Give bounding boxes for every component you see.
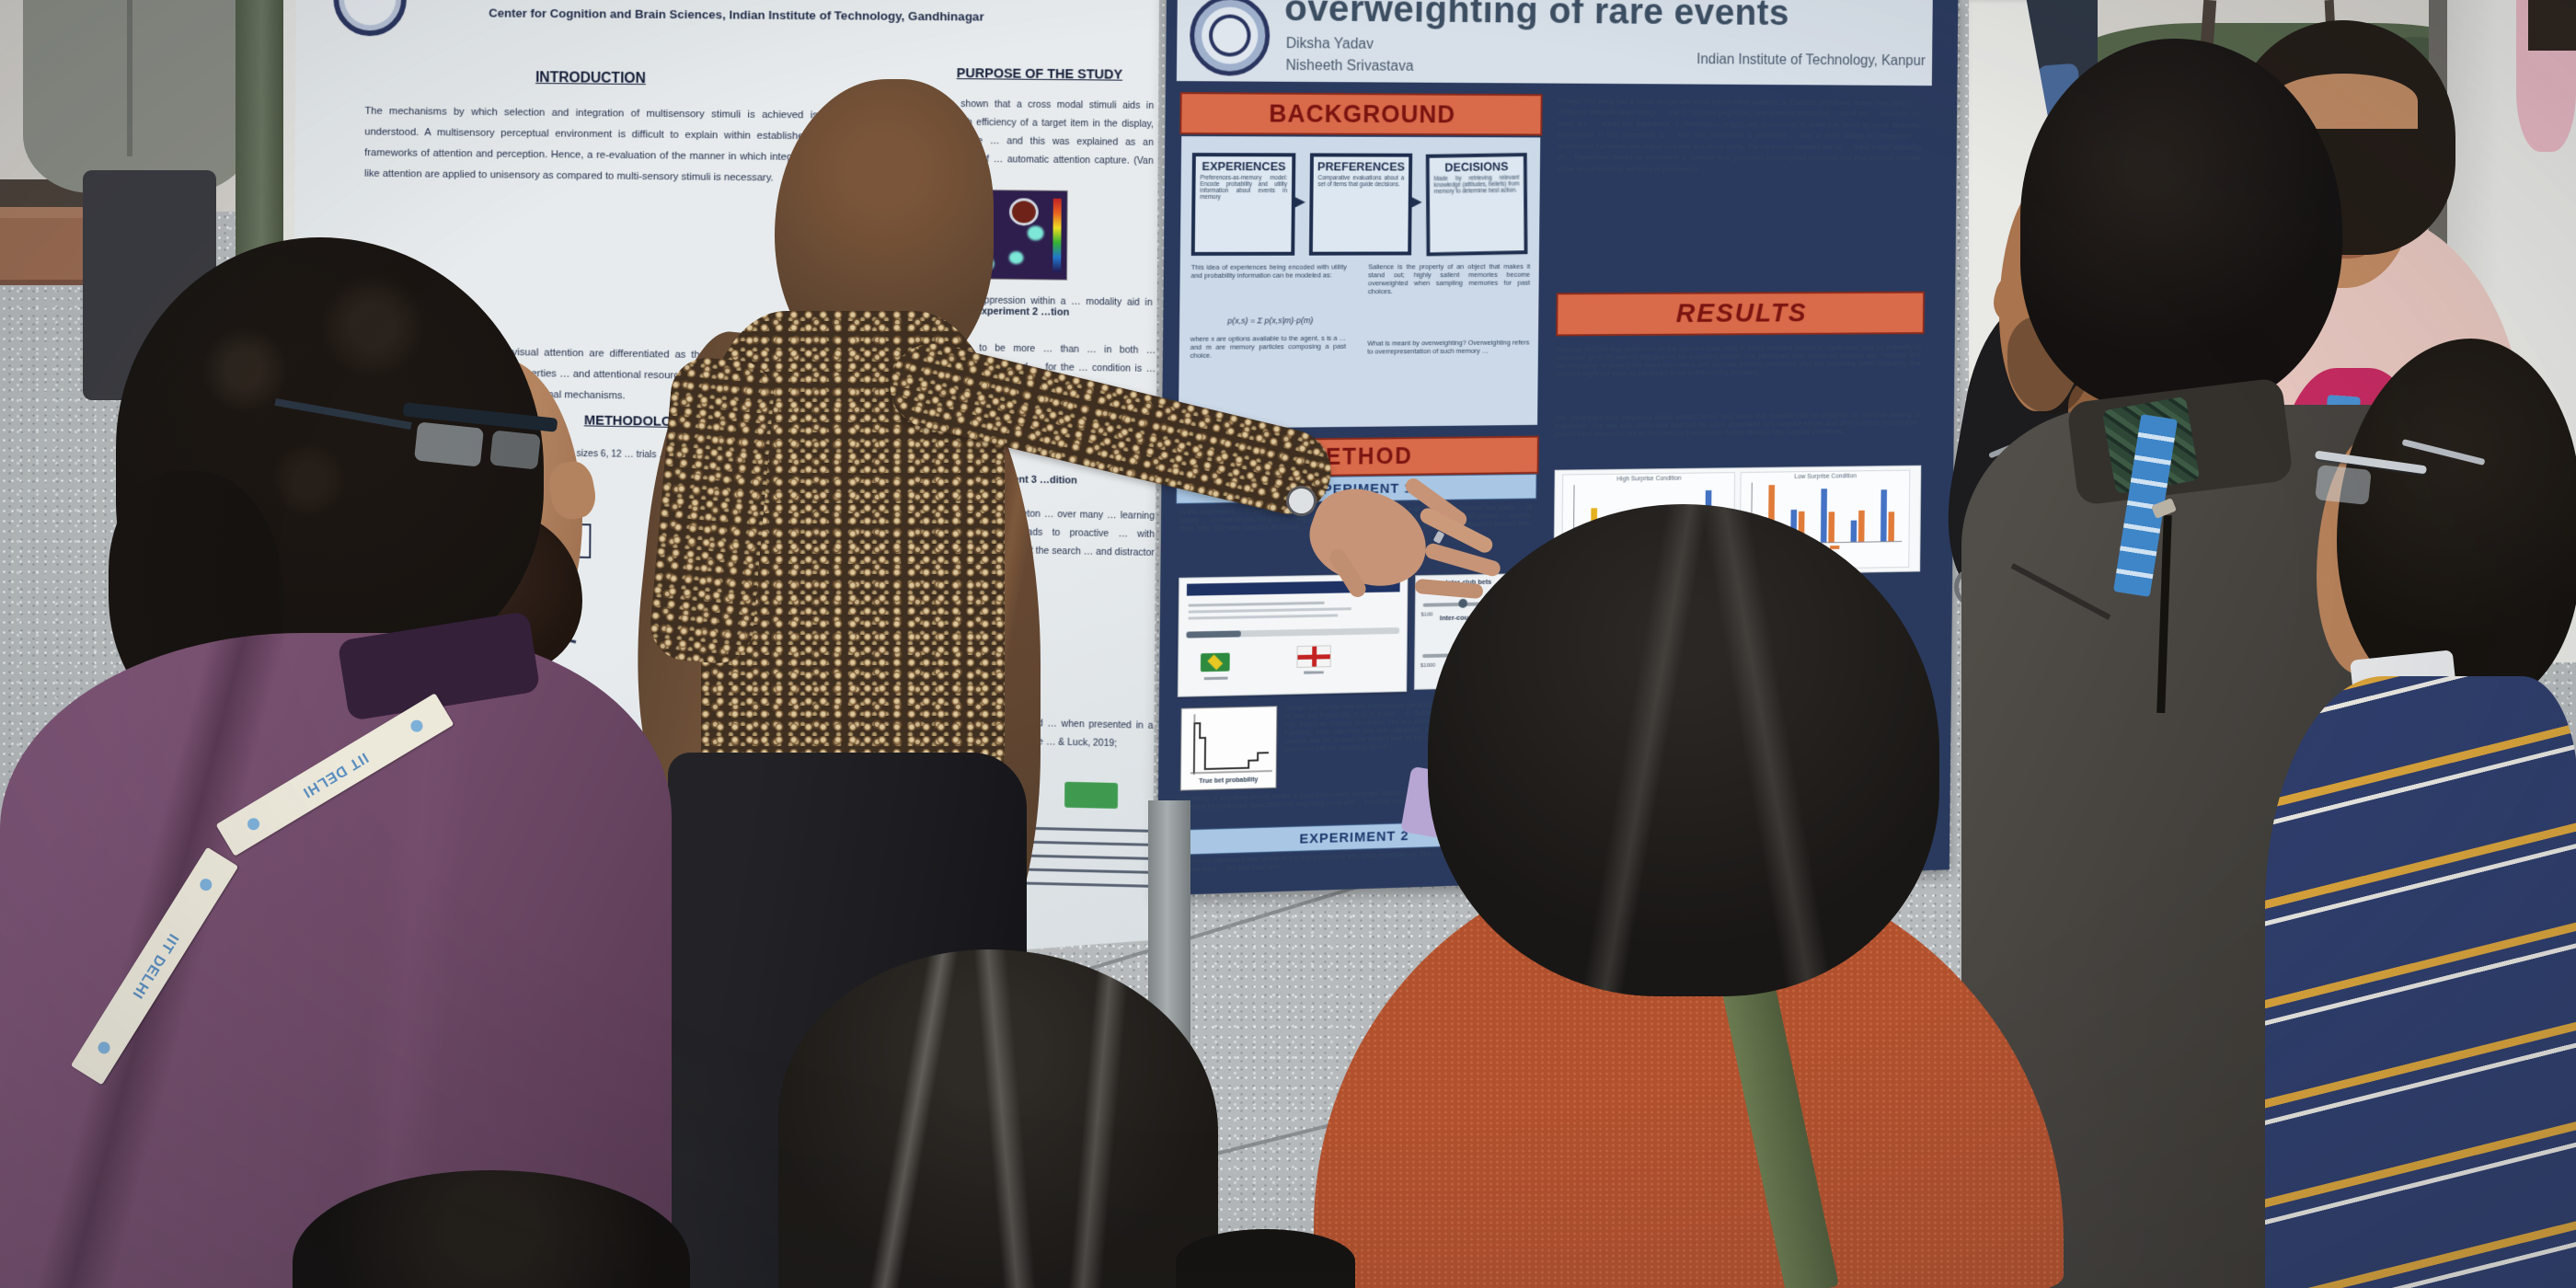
design-column-paragraph: Design: The study has a 2x2x2 design wit… bbox=[1558, 97, 1922, 173]
probability-plot-curve bbox=[1181, 708, 1276, 778]
background-para-4: What is meant by overweighting? Overweig… bbox=[1367, 338, 1530, 356]
interface-text-line bbox=[1188, 614, 1339, 620]
background-panel: EXPERIENCES Preferences-as-memory model:… bbox=[1176, 134, 1543, 431]
right-poster-header: overweighting of rare events Diksha Yada… bbox=[1176, 0, 1933, 86]
rust-sweater-woman-hair bbox=[1428, 504, 1939, 996]
interclub-slider-handle bbox=[1458, 598, 1468, 608]
background-person-pink-hair bbox=[2528, 0, 2576, 51]
bar-orange-series bbox=[1857, 510, 1865, 542]
brazil-flag bbox=[1200, 652, 1230, 673]
glasses-lens bbox=[2315, 465, 2372, 505]
author-1: Diksha Yadav bbox=[1285, 36, 1374, 52]
striped-sweater-man-body bbox=[2265, 676, 2576, 1288]
preferences-title: PREFERENCES bbox=[1317, 159, 1406, 174]
dark-jacket-man-hair bbox=[2020, 39, 2342, 411]
background-heading: BACKGROUND bbox=[1269, 99, 1456, 128]
purpose-heading: PURPOSE OF THE STUDY bbox=[956, 66, 1123, 83]
left-poster-affiliation: Center for Cognition and Brain Sciences,… bbox=[489, 6, 984, 24]
arrow-icon: ▶ bbox=[1291, 191, 1306, 213]
lanyard-logo-icon bbox=[95, 1039, 112, 1056]
brazil-flag-diamond bbox=[1207, 654, 1224, 671]
background-section-bar: BACKGROUND bbox=[1179, 92, 1543, 136]
background-para-2: where x are options available to the age… bbox=[1190, 333, 1347, 360]
heatmap-blob bbox=[1009, 251, 1024, 264]
england-flag-cross-h bbox=[1297, 654, 1330, 660]
heatmap-target-blob bbox=[1009, 198, 1039, 225]
experiences-box: EXPERIENCES Preferences-as-memory model:… bbox=[1190, 153, 1296, 256]
foreground-head-center bbox=[778, 949, 1218, 1288]
background-formula: p(x,s) = Σ p(x,s|m)·p(m) bbox=[1227, 316, 1314, 326]
interface-text-line bbox=[1188, 607, 1351, 614]
interface-caption-mark bbox=[1304, 671, 1324, 674]
intercountry-amount-label: $1000 bbox=[1420, 662, 1436, 669]
england-flag bbox=[1296, 645, 1331, 668]
lanyard-logo-icon bbox=[408, 717, 425, 734]
background-para-1: This idea of experiences being encoded w… bbox=[1190, 262, 1347, 280]
bar-orange-series bbox=[1827, 512, 1834, 543]
glasses-lens-glint-2 bbox=[489, 430, 541, 470]
bar-blue-series bbox=[1820, 489, 1827, 543]
background-person-gray-jacket bbox=[23, 0, 253, 193]
experiences-body: Preferences-as-memory model: Encode prob… bbox=[1200, 175, 1288, 201]
probability-plot: True bet probability bbox=[1179, 706, 1278, 791]
iit-gandhinagar-logo bbox=[333, 0, 407, 36]
jacket-zipper-line bbox=[127, 0, 132, 156]
heatmap-blob bbox=[1028, 225, 1044, 240]
results-paragraph-1: Two-way ANOVA was performed on the selec… bbox=[1555, 342, 1921, 378]
introduction-heading: INTRODUCTION bbox=[535, 70, 646, 87]
author-2: Nisheeth Srivastava bbox=[1285, 57, 1414, 75]
bar-group bbox=[1880, 480, 1894, 542]
right-poster-affiliation: Indian Institute of Technology, Kanpur bbox=[1696, 52, 1926, 69]
lanyard-logo-icon bbox=[197, 876, 214, 893]
decisions-title: DECISIONS bbox=[1444, 159, 1509, 175]
preferences-box: PREFERENCES Comparative evaluations abou… bbox=[1308, 153, 1413, 256]
bar-blue-series bbox=[1880, 489, 1887, 542]
probability-plot-caption: True bet probability bbox=[1199, 776, 1259, 786]
results-section-bar: RESULTS bbox=[1556, 291, 1926, 337]
bar-blue-series bbox=[1850, 520, 1857, 542]
interface-progress-fill bbox=[1186, 630, 1241, 638]
chart-title: High Surprise Condition bbox=[1616, 475, 1682, 483]
lanyard-logo-icon bbox=[245, 815, 261, 833]
heatmap-colorbar bbox=[1052, 199, 1062, 272]
decisions-body: Made by retrieving relevant knowledge (a… bbox=[1433, 174, 1520, 196]
foreground-head-small bbox=[1176, 1229, 1355, 1288]
experiment2-heading: EXPERIMENT 2 bbox=[1299, 827, 1409, 847]
striped-sweater-man-hair bbox=[2337, 339, 2576, 707]
experiences-title: EXPERIENCES bbox=[1202, 159, 1286, 174]
interface-text-line bbox=[1188, 601, 1325, 607]
preferences-body: Comparative evaluations about a set of i… bbox=[1317, 175, 1405, 189]
glasses-lens-glint bbox=[414, 421, 484, 467]
bar-group bbox=[1820, 481, 1834, 543]
bar-group bbox=[1850, 481, 1865, 542]
background-para-3: Salience is the property of an object th… bbox=[1367, 262, 1531, 296]
green-highlight-box bbox=[1064, 782, 1118, 809]
bar-orange-series bbox=[1887, 512, 1894, 542]
arrow-icon: ▶ bbox=[1408, 191, 1422, 212]
results-heading: RESULTS bbox=[1675, 298, 1808, 328]
decisions-box: DECISIONS Made by retrieving relevant kn… bbox=[1425, 153, 1528, 257]
chart-title: Low Surprise Condition bbox=[1794, 473, 1857, 480]
interface-caption-mark bbox=[1203, 676, 1228, 681]
game-interface-screenshot bbox=[1177, 573, 1409, 697]
iit-kanpur-logo bbox=[1189, 0, 1271, 76]
right-poster-title: overweighting of rare events bbox=[1283, 0, 1790, 33]
results-paragraph-2: The participant wise frequency tables pl… bbox=[1555, 409, 1921, 439]
